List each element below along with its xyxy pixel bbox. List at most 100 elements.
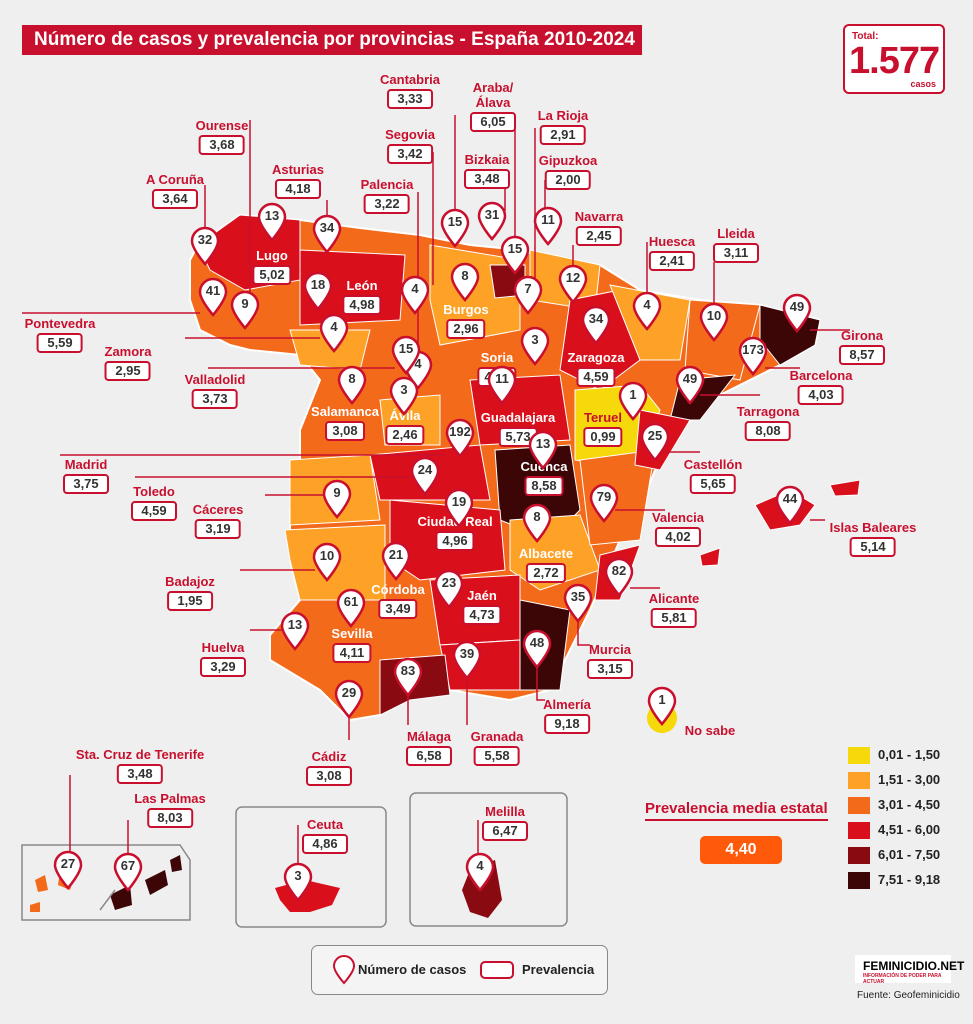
province-label-cadiz: Cádiz 3,08 <box>306 749 352 786</box>
legend-range: 7,51 - 9,18 <box>878 872 941 887</box>
case-count: 39 <box>459 646 475 661</box>
case-pin-murcia: 35 <box>562 583 594 623</box>
case-count: 11 <box>495 371 509 386</box>
prevalence-value: 4,18 <box>275 179 321 199</box>
province-name: Albacete <box>518 546 574 561</box>
national-avg-value: 4,40 <box>700 836 782 864</box>
case-count: 49 <box>682 371 698 386</box>
legend-range: 3,01 - 4,50 <box>878 797 941 812</box>
province-label-huesca: Huesca 2,41 <box>649 234 695 271</box>
province-label-valencia: Valencia 4,02 <box>652 510 704 547</box>
case-pin-albacete: 8 <box>521 503 553 543</box>
brand-logo: FEMINICIDIO.NET INFORMACIÓN DE PODER PAR… <box>855 955 964 985</box>
case-pin-valladolid: 15 <box>390 335 422 375</box>
prevalence-value: 5,14 <box>849 537 896 557</box>
prevalence-value: 1,95 <box>167 591 213 611</box>
province-name: Valencia <box>651 510 705 525</box>
province-name: Pontevedra <box>24 316 96 331</box>
case-count: 49 <box>789 299 805 314</box>
prevalence-value: 4,59 <box>576 367 616 387</box>
province-name: Asturias <box>271 162 325 177</box>
province-name: Granada <box>470 729 524 744</box>
case-pin-zaragoza: 34 <box>580 305 612 345</box>
province-label-alicante: Alicante 5,81 <box>649 591 699 628</box>
case-count: 61 <box>343 594 359 609</box>
province-name: Ceuta <box>306 817 344 832</box>
case-count: 13 <box>535 436 551 451</box>
province-label-avila: Ávila 2,46 <box>385 408 425 445</box>
case-pin-avila: 3 <box>388 376 420 416</box>
case-pin-coruna: 32 <box>189 226 221 266</box>
case-count: 9 <box>241 296 249 311</box>
prevalence-value: 3,33 <box>387 89 433 109</box>
brand-name: FEMINICIDIO.NET <box>863 959 965 973</box>
prevalence-value: 5,65 <box>689 474 736 494</box>
case-pin-barcelona: 173 <box>737 336 769 376</box>
province-name: Ávila <box>389 408 421 423</box>
prevalence-value: 3,48 <box>117 764 163 784</box>
case-pin-toledo: 24 <box>409 456 441 496</box>
province-name: Castellón <box>683 457 743 472</box>
prevalence-value: 4,96 <box>435 531 475 551</box>
case-count: 79 <box>596 489 612 504</box>
case-pin-ourense: 9 <box>229 290 261 330</box>
legend-row: 1,51 - 3,00 <box>848 770 958 790</box>
total-label: Total: <box>852 31 879 42</box>
province-name: Zamora <box>104 344 152 359</box>
legend-swatch <box>848 847 870 864</box>
legend-swatch <box>848 772 870 789</box>
case-pin-sevilla: 61 <box>335 588 367 628</box>
case-pin-leon: 18 <box>302 271 334 311</box>
page-title: Número de casos y prevalencia por provin… <box>22 25 642 55</box>
province-name: Las Palmas <box>134 791 206 806</box>
province-name: Burgos <box>443 302 489 317</box>
case-count: 10 <box>706 308 722 323</box>
prevalence-value: 3,64 <box>152 189 198 209</box>
legend-range: 6,01 - 7,50 <box>878 847 941 862</box>
province-label-valladolid: Valladolid 3,73 <box>184 372 246 409</box>
legend-swatch <box>848 797 870 814</box>
legend-row: 0,01 - 1,50 <box>848 745 958 765</box>
province-name: Araba/ Álava <box>472 80 514 110</box>
prevalence-value: 3,15 <box>587 659 633 679</box>
national-avg-label: Prevalencia media estatal <box>645 800 828 821</box>
case-pin-huelva: 13 <box>279 611 311 651</box>
case-count: 8 <box>533 509 541 524</box>
province-name: Badajoz <box>165 574 215 589</box>
province-name: Tarragona <box>736 404 800 419</box>
case-count: 4 <box>476 858 484 873</box>
prevalence-value: 2,45 <box>576 226 622 246</box>
province-name: Ourense <box>195 118 249 133</box>
province-label-huelva: Huelva 3,29 <box>200 640 246 677</box>
province-name: Zaragoza <box>567 350 625 365</box>
province-name: Islas Baleares <box>829 520 917 535</box>
case-pin-unknown: 1 <box>646 686 678 726</box>
case-count: 1 <box>629 387 637 402</box>
prevalence-value: 5,58 <box>474 746 520 766</box>
province-label-araba: Araba/ Álava 6,05 <box>469 80 517 132</box>
province-name: Huesca <box>648 234 696 249</box>
prevalence-value: 8,57 <box>839 345 885 365</box>
source-note: Fuente: Geofeminicidio <box>857 990 960 1001</box>
province-name: Valladolid <box>184 372 246 387</box>
province-name: Bizkaia <box>464 152 510 167</box>
province-label-cantabria: Cantabria 3,33 <box>380 72 440 109</box>
leader-line-almeria <box>536 660 545 701</box>
case-count: 7 <box>524 281 532 296</box>
province-label-almeria: Almería 9,18 <box>543 697 591 734</box>
province-name: Segovia <box>385 127 435 142</box>
prevalence-value: 4,98 <box>342 295 382 315</box>
prevalence-value: 8,58 <box>524 476 564 496</box>
case-count: 4 <box>330 319 338 334</box>
case-pin-teruel: 1 <box>617 381 649 421</box>
canary-islands-east <box>110 855 182 910</box>
legend-range: 4,51 - 6,00 <box>878 822 941 837</box>
case-count: 4 <box>411 281 419 296</box>
case-count: 4 <box>643 297 651 312</box>
province-name: Jaén <box>467 588 497 603</box>
case-count: 10 <box>319 548 335 563</box>
case-count: 24 <box>417 462 433 477</box>
province-name: A Coruña <box>145 172 205 187</box>
key-cases-label: Número de casos <box>358 962 467 977</box>
key-box: Número de casos Prevalencia <box>311 945 608 995</box>
